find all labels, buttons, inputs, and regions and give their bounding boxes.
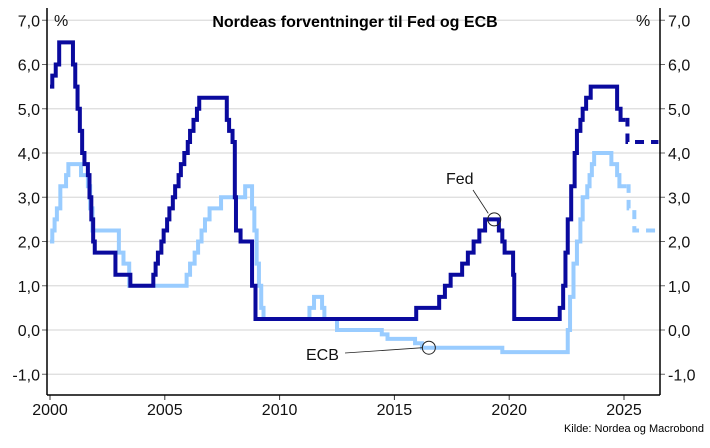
source-note: Kilde: Nordea og Macrobond xyxy=(564,423,704,435)
y-tick-label-right: 1,0 xyxy=(668,279,690,296)
y-tick-label-left: -1,0 xyxy=(12,367,40,384)
y-tick-label-right: 4,0 xyxy=(668,146,690,163)
series-layer xyxy=(50,40,659,355)
y-tick-label-right: 5,0 xyxy=(668,102,690,119)
fed-series-label: Fed xyxy=(446,171,474,188)
ecb-line xyxy=(50,151,627,355)
y-unit-left: % xyxy=(54,13,68,30)
fed-label-leader xyxy=(472,189,489,214)
chart-title: Nordeas forventninger til Fed og ECB xyxy=(212,14,497,31)
ecb-forecast-line xyxy=(626,184,659,233)
ecb-series-label: ECB xyxy=(306,347,339,364)
annotations: Fed ECB xyxy=(306,171,502,364)
x-tick-label: 2025 xyxy=(606,402,642,419)
x-tick-label: 2000 xyxy=(32,402,68,419)
y-tick-label-left: 6,0 xyxy=(18,58,40,75)
fed-forecast-line xyxy=(625,117,659,144)
y-tick-label-right: -1,0 xyxy=(668,367,696,384)
axes xyxy=(42,8,665,400)
y-unit-right: % xyxy=(636,13,650,30)
y-tick-label-left: 1,0 xyxy=(18,279,40,296)
y-tick-label-left: 0,0 xyxy=(18,323,40,340)
y-tick-label-left: 3,0 xyxy=(18,190,40,207)
y-tick-label-right: 7,0 xyxy=(668,13,690,30)
x-tick-label: 2015 xyxy=(377,402,413,419)
y-tick-label-left: 5,0 xyxy=(18,102,40,119)
y-tick-label-right: 3,0 xyxy=(668,190,690,207)
y-tick-label-right: 6,0 xyxy=(668,58,690,75)
fed-line xyxy=(50,40,626,321)
fed-label-marker xyxy=(487,212,502,227)
y-tick-label-left: 2,0 xyxy=(18,235,40,252)
y-tick-label-right: 2,0 xyxy=(668,235,690,252)
ecb-label-marker xyxy=(421,340,436,355)
tick-labels: 7,0 7,0 6,0 6,0 5,0 5,0 4,0 4,0 3,0 3,0 2,0 2,0 1,0 1… xyxy=(12,13,695,419)
x-tick-label: 2020 xyxy=(491,402,527,419)
y-tick-label-left: 4,0 xyxy=(18,146,40,163)
x-tick-label: 2010 xyxy=(262,402,298,419)
ecb-label-leader xyxy=(344,347,423,354)
y-tick-label-left: 7,0 xyxy=(18,13,40,30)
x-tick-label: 2005 xyxy=(147,402,183,419)
y-tick-label-right: 0,0 xyxy=(668,323,690,340)
